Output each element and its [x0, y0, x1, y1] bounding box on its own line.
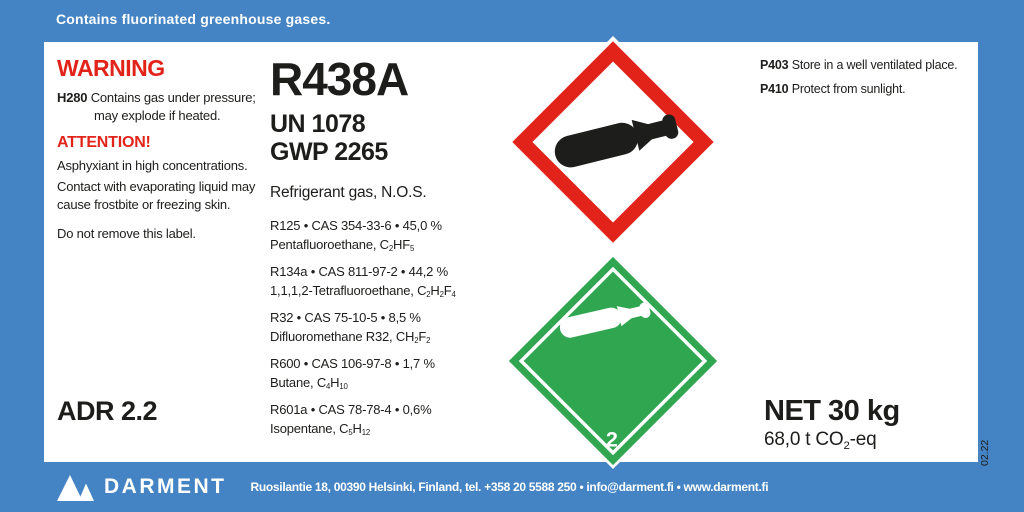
component-row: R134a • CAS 811-97-2 • 44,2 % 1,1,1,2-Te…: [270, 263, 510, 300]
footer-bar: DARMENT Ruosilantie 18, 00390 Helsinki, …: [0, 462, 1024, 512]
component-formula: Butane, C4H10: [270, 374, 348, 391]
class-number: 2: [606, 426, 618, 451]
gwp-value: GWP 2265: [270, 138, 388, 166]
attention-title: ATTENTION!: [57, 134, 151, 152]
pictogram-inner-line: [518, 266, 708, 456]
h280-code: H280: [57, 90, 88, 106]
fgas-notice: Contains fluorinated greenhouse gases.: [56, 11, 331, 27]
brand-wordmark: DARMENT: [104, 475, 227, 498]
un-number: UN 1078: [270, 110, 366, 138]
darment-mountain-icon: [57, 474, 94, 501]
component-formula: Difluoromethane R32, CH2F2: [270, 328, 431, 345]
p410-code: P410: [760, 81, 789, 96]
precaution-column: P403 Store in a well ventilated place. P…: [760, 57, 960, 104]
ghs04-gas-cylinder-pictogram: [507, 36, 719, 248]
component-line: R32 • CAS 75-10-5 • 8,5 %: [270, 310, 421, 325]
h280-statement: H280 Contains gas under pressure; may ex…: [57, 89, 269, 124]
h280-text: Contains gas under pressure; may explode…: [90, 90, 256, 123]
product-name: R438A: [270, 53, 409, 105]
component-line: R134a • CAS 811-97-2 • 44,2 %: [270, 264, 448, 279]
p410-text: Protect from sunlight.: [791, 81, 906, 96]
net-weight: NET 30 kg: [764, 395, 900, 427]
warning-title: WARNING: [57, 55, 165, 81]
asphyxiant-text: Asphyxiant in high concentrations.: [57, 157, 248, 173]
product-column: R438A UN 1078 GWP 2265 Refrigerant gas, …: [270, 56, 510, 447]
component-list: R125 • CAS 354-33-6 • 45,0 % Pentafluoro…: [270, 217, 510, 438]
p403-text: Store in a well ventilated place.: [791, 58, 958, 72]
component-line: R600 • CAS 106-97-8 • 1,7 %: [270, 356, 435, 371]
p410-statement: P410 Protect from sunlight.: [760, 81, 960, 99]
p403-code: P403: [760, 58, 789, 72]
component-row: R125 • CAS 354-33-6 • 45,0 % Pentafluoro…: [270, 217, 510, 254]
component-formula: Isopentane, C5H12: [270, 420, 370, 437]
component-row: R32 • CAS 75-10-5 • 8,5 % Difluoromethan…: [270, 309, 510, 346]
adr-class-label: ADR 2.2: [57, 396, 158, 426]
net-weight-block: NET 30 kg 68,0 t CO2-eq: [764, 395, 900, 452]
component-line: R601a • CAS 78-78-4 • 0,6%: [270, 402, 432, 417]
product-description: Refrigerant gas, N.O.S.: [270, 184, 427, 201]
gas-cylinder-icon: [559, 302, 651, 338]
component-line: R125 • CAS 354-33-6 • 45,0 %: [270, 218, 442, 233]
gas-cylinder-icon: [554, 114, 679, 168]
label-white-panel: [44, 42, 978, 462]
contact-info: Ruosilantie 18, 00390 Helsinki, Finland,…: [250, 480, 769, 494]
adr-2-2-non-flammable-gas-pictogram: 2: [505, 253, 721, 469]
component-row: R600 • CAS 106-97-8 • 1,7 % Butane, C4H1…: [270, 355, 510, 392]
p403-statement: P403 Store in a well ventilated place.: [760, 57, 960, 75]
component-row: R601a • CAS 78-78-4 • 0,6% Isopentane, C…: [270, 401, 510, 438]
co2-equivalent: 68,0 t CO2-eq: [764, 429, 877, 452]
hazard-statements-column: WARNING H280 Contains gas under pressure…: [57, 56, 269, 247]
component-formula: 1,1,1,2-Tetrafluoroethane, C2H2F4: [270, 282, 456, 299]
do-not-remove-text: Do not remove this label.: [57, 226, 196, 242]
component-formula: Pentafluoroethane, C2HF5: [270, 236, 415, 253]
frostbite-text: Contact with evaporating liquid may caus…: [57, 179, 256, 212]
